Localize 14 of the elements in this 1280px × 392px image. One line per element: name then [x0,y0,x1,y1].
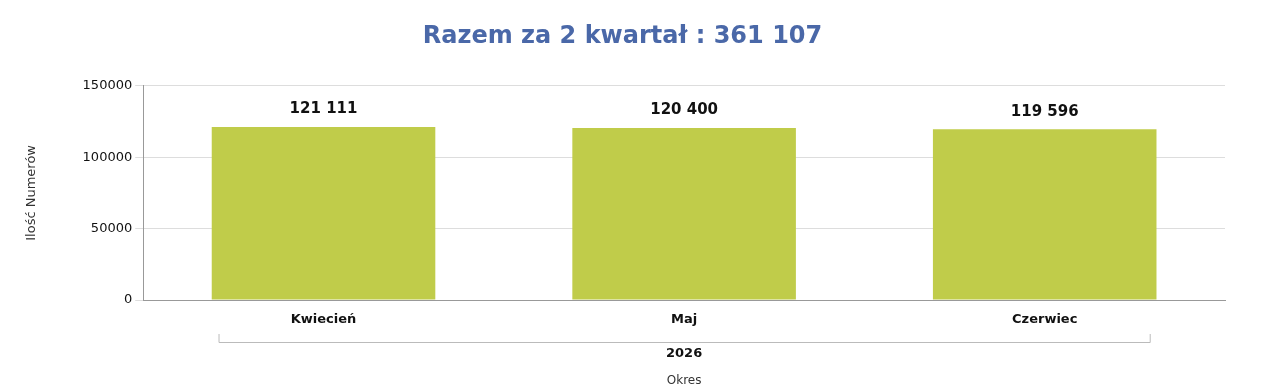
text: 2026 [666,344,703,360]
x-axis-title: Okres [666,372,702,387]
y-tick-label: 150000 [82,77,133,93]
y-tick-label: 100000 [82,148,133,164]
x-tick-label: Czerwiec [1012,311,1078,327]
x-tick-label: Kwiecień [290,311,357,327]
data-label: 119 596 [1010,101,1079,120]
x-tick-label: Maj [671,311,698,327]
data-label: 121 111 [289,99,358,118]
data-label: 120 400 [650,100,719,119]
y-tick-label: 0 [123,291,133,307]
y-axis-title: Ilość Numerów [23,144,39,241]
chart-title: Razem za 2 kwartał : 361 107 [422,20,823,49]
y-tick-label: 50000 [90,219,133,235]
